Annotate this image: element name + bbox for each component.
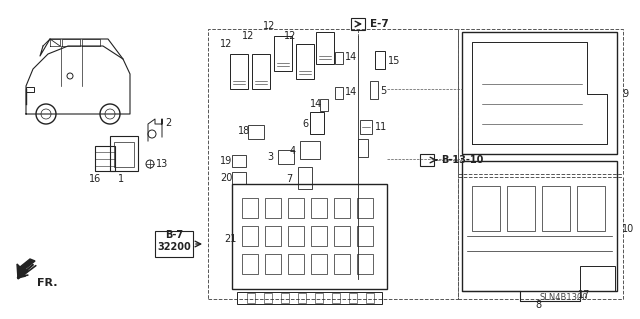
Bar: [334, 198, 350, 218]
Bar: [349, 293, 357, 303]
Bar: [472, 186, 500, 231]
Text: 21: 21: [224, 234, 236, 244]
Text: 14: 14: [310, 99, 323, 109]
Text: 1: 1: [118, 174, 124, 184]
Bar: [26, 87, 34, 92]
Text: 7: 7: [286, 174, 292, 184]
Text: 19: 19: [220, 156, 232, 166]
Text: 10: 10: [622, 224, 634, 234]
Bar: [320, 99, 328, 111]
Text: 6: 6: [302, 119, 308, 129]
Bar: [311, 254, 327, 274]
Text: 2: 2: [165, 118, 172, 128]
Bar: [265, 198, 281, 218]
Text: 5: 5: [380, 86, 387, 96]
Bar: [288, 226, 304, 246]
Bar: [316, 32, 334, 64]
Bar: [357, 198, 373, 218]
Bar: [242, 226, 258, 246]
Bar: [360, 120, 372, 134]
Bar: [334, 254, 350, 274]
Text: 11: 11: [375, 122, 387, 132]
Bar: [420, 154, 434, 166]
Text: 8: 8: [535, 300, 541, 310]
Bar: [242, 198, 258, 218]
Text: SLN4B1300: SLN4B1300: [540, 293, 589, 301]
Bar: [288, 198, 304, 218]
Text: 12: 12: [284, 31, 296, 41]
Text: 13: 13: [156, 159, 168, 169]
Bar: [507, 186, 535, 231]
Bar: [357, 226, 373, 246]
Bar: [462, 161, 617, 291]
Bar: [335, 52, 343, 64]
Bar: [252, 54, 270, 89]
Text: 3: 3: [267, 152, 273, 162]
Text: 12: 12: [220, 39, 232, 49]
Bar: [114, 142, 134, 167]
Bar: [232, 184, 387, 289]
Bar: [281, 293, 289, 303]
Bar: [334, 226, 350, 246]
Bar: [542, 186, 570, 231]
Bar: [110, 136, 138, 171]
Text: 16: 16: [89, 174, 101, 184]
Text: 20: 20: [220, 173, 232, 183]
Bar: [357, 254, 373, 274]
Bar: [298, 167, 312, 189]
Bar: [332, 293, 340, 303]
Bar: [310, 112, 324, 134]
Bar: [278, 150, 294, 164]
Text: FR.: FR.: [37, 278, 58, 288]
Bar: [351, 18, 365, 30]
Bar: [311, 198, 327, 218]
Text: B-13-10: B-13-10: [441, 155, 483, 165]
Bar: [242, 254, 258, 274]
Bar: [358, 139, 368, 157]
Bar: [247, 293, 255, 303]
Polygon shape: [17, 259, 35, 279]
Bar: [264, 293, 272, 303]
Text: 17: 17: [578, 290, 590, 300]
Bar: [311, 226, 327, 246]
Bar: [580, 266, 615, 291]
Bar: [375, 51, 385, 69]
Text: 4: 4: [290, 146, 296, 156]
Bar: [237, 292, 382, 304]
Bar: [462, 32, 617, 154]
Text: 12: 12: [242, 31, 254, 41]
Text: 9: 9: [622, 89, 628, 99]
Text: 18: 18: [238, 126, 250, 136]
Bar: [298, 293, 306, 303]
Text: B-7
32200: B-7 32200: [157, 230, 191, 252]
Bar: [366, 293, 374, 303]
Bar: [370, 81, 378, 99]
Bar: [296, 44, 314, 79]
Bar: [577, 186, 605, 231]
Text: 12: 12: [263, 21, 275, 31]
Bar: [232, 172, 246, 184]
Text: 15: 15: [388, 56, 401, 66]
Bar: [155, 231, 193, 257]
Bar: [265, 254, 281, 274]
Bar: [288, 254, 304, 274]
Bar: [248, 125, 264, 139]
Bar: [265, 226, 281, 246]
Bar: [300, 141, 320, 159]
Bar: [335, 87, 343, 99]
Bar: [230, 54, 248, 89]
Text: E-7: E-7: [370, 19, 388, 29]
Bar: [315, 293, 323, 303]
Text: 14: 14: [345, 87, 357, 97]
Bar: [232, 155, 246, 167]
Bar: [274, 36, 292, 71]
Bar: [95, 146, 115, 171]
Text: 14: 14: [345, 52, 357, 62]
